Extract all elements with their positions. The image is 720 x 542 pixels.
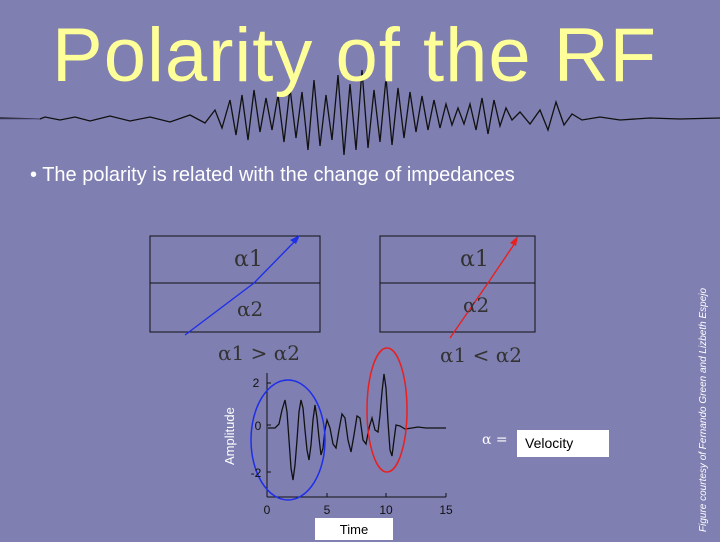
x-tick-0: 0 <box>264 503 271 517</box>
header-waveform <box>0 69 720 156</box>
y-tick-neg2: -2 <box>251 466 262 480</box>
x-tick-15: 15 <box>439 503 453 517</box>
panel2-relation: α1 < α2 <box>440 343 522 367</box>
blue-highlight <box>250 379 326 501</box>
panel1-bottom-label: α2 <box>237 297 263 321</box>
red-ray <box>449 239 518 339</box>
blue-ray-arrow <box>290 235 300 244</box>
figure-credit: Figure courtesy of Fernando Green and Li… <box>698 287 709 532</box>
panel-fast-to-slow <box>149 235 321 336</box>
legend-velocity: Velocity <box>517 430 609 457</box>
slide-title: Polarity of the RF <box>52 13 658 98</box>
x-axis-label: Time <box>315 518 393 540</box>
y-tick-0: 0 <box>255 419 262 433</box>
y-tick-2: 2 <box>253 376 260 390</box>
legend-symbol: α = <box>482 432 508 448</box>
y-axis-label: Amplitude <box>222 407 237 465</box>
rf-trace <box>268 373 446 481</box>
red-ray-arrow <box>510 236 518 246</box>
x-tick-5: 5 <box>324 503 331 517</box>
panel1-top-label: α1 <box>234 247 263 272</box>
red-highlight <box>366 347 408 473</box>
panel2-top-label: α1 <box>460 247 489 272</box>
bullet-text: • The polarity is related with the chang… <box>30 164 515 186</box>
panel2-bottom-label: α2 <box>463 293 489 317</box>
panel-slow-to-fast <box>379 235 536 339</box>
x-tick-10: 10 <box>379 503 393 517</box>
plot-axes <box>266 373 447 498</box>
blue-ray <box>184 237 299 336</box>
panel1-relation: α1 > α2 <box>218 341 300 365</box>
